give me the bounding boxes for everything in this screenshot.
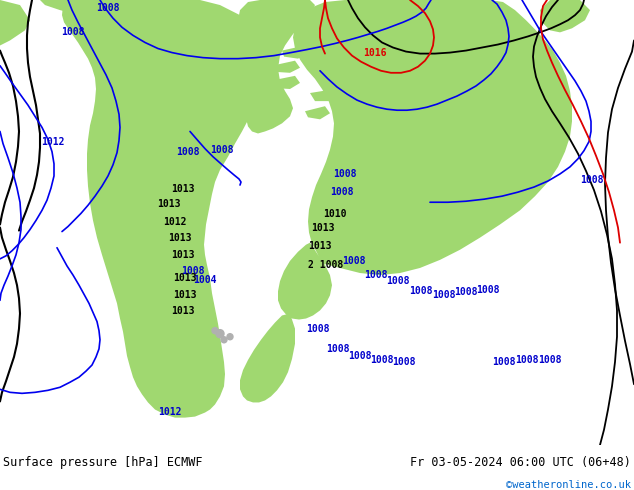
Polygon shape: [240, 314, 295, 402]
Text: 1008: 1008: [410, 286, 433, 296]
Text: 1004: 1004: [193, 275, 217, 285]
Polygon shape: [40, 0, 100, 15]
Text: 1013: 1013: [308, 241, 332, 251]
Text: 1008: 1008: [61, 27, 85, 37]
Text: 1008: 1008: [333, 169, 357, 179]
Text: 1008: 1008: [306, 323, 330, 334]
Polygon shape: [418, 92, 445, 101]
Circle shape: [465, 115, 471, 122]
Polygon shape: [272, 61, 300, 73]
Text: 1008: 1008: [538, 355, 562, 365]
Polygon shape: [278, 243, 332, 319]
Circle shape: [459, 108, 465, 114]
Text: 1008: 1008: [348, 351, 372, 361]
Text: 1016: 1016: [363, 48, 387, 58]
Text: 1008: 1008: [515, 355, 539, 365]
Polygon shape: [0, 0, 30, 46]
Polygon shape: [540, 0, 590, 32]
Text: 1012: 1012: [158, 407, 182, 416]
Polygon shape: [340, 81, 378, 94]
Text: 1008: 1008: [492, 357, 515, 367]
Polygon shape: [330, 96, 370, 111]
Circle shape: [227, 334, 233, 340]
Text: 1013: 1013: [171, 306, 195, 317]
Text: 1013: 1013: [171, 184, 195, 194]
Circle shape: [216, 330, 224, 338]
Text: 1013: 1013: [157, 199, 181, 209]
Text: 1012: 1012: [41, 137, 65, 147]
Text: 1013: 1013: [311, 222, 335, 233]
Text: Surface pressure [hPa] ECMWF: Surface pressure [hPa] ECMWF: [3, 456, 203, 468]
Text: 1010: 1010: [323, 209, 347, 220]
Polygon shape: [238, 0, 315, 133]
Polygon shape: [282, 46, 308, 59]
Circle shape: [476, 130, 482, 137]
Text: 1008: 1008: [210, 145, 234, 155]
Text: 1008: 1008: [330, 187, 354, 197]
Circle shape: [471, 122, 477, 128]
Text: 1008: 1008: [392, 357, 416, 367]
Text: 1008: 1008: [476, 285, 500, 295]
Text: 1008: 1008: [96, 3, 120, 13]
Text: 1008: 1008: [580, 175, 604, 185]
Text: 1008: 1008: [327, 344, 350, 354]
Circle shape: [480, 139, 486, 145]
Polygon shape: [293, 0, 572, 275]
Circle shape: [481, 147, 487, 153]
Polygon shape: [420, 123, 448, 136]
Text: 1008: 1008: [176, 147, 200, 157]
Text: 1008: 1008: [181, 266, 205, 276]
Text: 1008: 1008: [370, 355, 394, 365]
Polygon shape: [378, 81, 412, 93]
Text: 2 1008: 2 1008: [308, 260, 344, 270]
Polygon shape: [380, 116, 415, 131]
Circle shape: [480, 155, 486, 161]
Text: 1008: 1008: [386, 276, 410, 286]
Text: 1013: 1013: [173, 273, 197, 283]
Text: 1008: 1008: [454, 287, 478, 297]
Circle shape: [451, 102, 459, 110]
Text: 1008: 1008: [365, 270, 388, 280]
Polygon shape: [270, 76, 300, 89]
Polygon shape: [310, 89, 340, 101]
Polygon shape: [340, 111, 375, 126]
Text: 1008: 1008: [432, 290, 456, 300]
Polygon shape: [305, 106, 330, 120]
Text: 1012: 1012: [163, 218, 187, 227]
Text: 1013: 1013: [168, 233, 191, 243]
Text: 1008: 1008: [342, 256, 366, 266]
Polygon shape: [62, 0, 272, 417]
Text: Fr 03-05-2024 06:00 UTC (06+48): Fr 03-05-2024 06:00 UTC (06+48): [410, 456, 631, 468]
Text: 1013: 1013: [171, 250, 195, 260]
Circle shape: [212, 328, 218, 334]
Text: ©weatheronline.co.uk: ©weatheronline.co.uk: [506, 480, 631, 490]
Text: 1013: 1013: [173, 290, 197, 300]
Circle shape: [221, 337, 227, 343]
